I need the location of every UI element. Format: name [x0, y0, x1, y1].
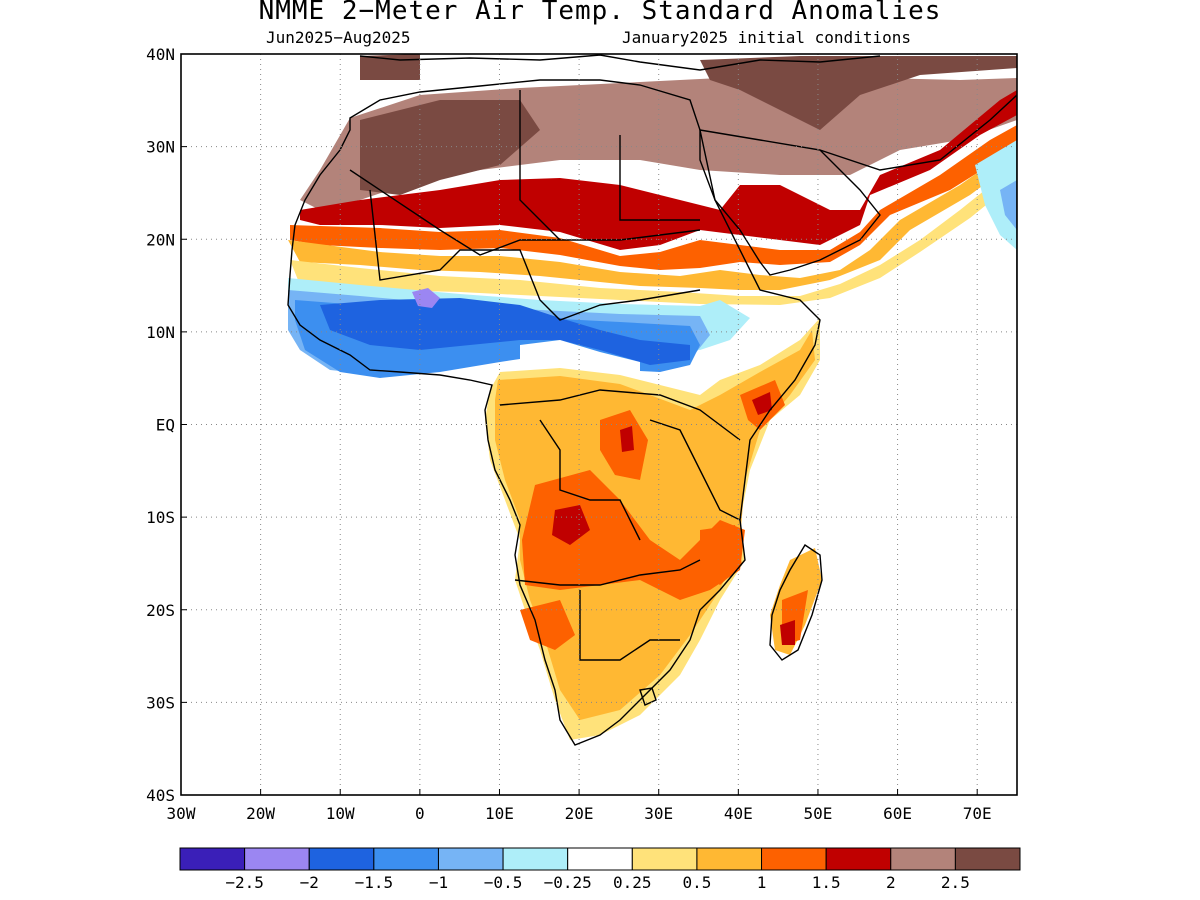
border-central-africa	[499, 389, 741, 441]
lat-tick-label: 10N	[146, 323, 175, 342]
colorbar-label: −0.5	[484, 873, 523, 892]
field-dark-red-madagascar	[780, 620, 795, 645]
field-white-gap	[520, 340, 640, 382]
lon-tick-label: 70E	[963, 804, 992, 823]
lat-tick-label: 20S	[146, 601, 175, 620]
anomaly-field	[288, 54, 1017, 740]
field-dark-red-central-north	[620, 426, 634, 452]
colorbar-label: 2.5	[941, 873, 970, 892]
plot-frame	[180, 53, 1018, 796]
lon-tick-label: 30W	[167, 804, 196, 823]
lon-tick-label: 20E	[565, 804, 594, 823]
border-sahara-2	[519, 90, 700, 241]
field-pale-blue-east	[975, 140, 1017, 250]
colorbar-label: −2	[300, 873, 319, 892]
colorbar-swatch	[954, 847, 1021, 871]
field-dark-red-east	[752, 392, 772, 415]
lat-tick-label: 40S	[146, 786, 175, 805]
field-dark-brown-top	[360, 54, 420, 80]
colorbar-swatch	[502, 847, 569, 871]
forecast-period: Jun2025−Aug2025	[266, 28, 411, 47]
lat-tick-label: 20N	[146, 230, 175, 249]
colorbar-swatch	[567, 847, 633, 871]
colorbar-label: −1.5	[355, 873, 394, 892]
field-dark-red-central	[552, 505, 590, 545]
colorbar-swatch	[631, 847, 698, 871]
colorbar-swatch	[437, 847, 504, 871]
colorbar-label: 2	[886, 873, 896, 892]
madagascar-coastline	[769, 544, 823, 661]
europe-coastline	[359, 54, 881, 71]
coastlines	[287, 54, 1017, 746]
lon-tick-label: 40E	[724, 804, 753, 823]
lat-tick-label: 10S	[146, 508, 175, 527]
colorbar-swatch	[308, 847, 375, 871]
colorbar-label: 0.5	[682, 873, 711, 892]
lon-tick-label: 20W	[246, 804, 275, 823]
field-yellow-south	[495, 330, 815, 720]
field-orange-central	[522, 470, 745, 600]
latitude-labels: 40N 30N 20N 10N EQ 10S 20S 30S 40S	[146, 45, 175, 805]
colorbar-swatch	[825, 847, 892, 871]
field-deep-blue-core	[320, 298, 690, 365]
lon-tick-label: 0	[415, 804, 425, 823]
lat-tick-label: 40N	[146, 45, 175, 64]
colorbar-swatch	[244, 847, 310, 871]
lon-tick-label: 60E	[883, 804, 912, 823]
lat-tick-label: 30N	[146, 138, 175, 157]
border-sahara-1	[349, 169, 701, 256]
lon-tick-label: 50E	[803, 804, 832, 823]
initial-conditions: January2025 initial conditions	[622, 28, 911, 47]
field-orange-band	[290, 125, 1017, 270]
asia-coastline	[819, 94, 1017, 300]
colorbar-label: 1	[757, 873, 767, 892]
colorbar-swatch	[890, 847, 956, 871]
border-lesotho	[639, 687, 657, 706]
border-east-africa	[649, 419, 741, 521]
grid-lines	[180, 53, 1017, 796]
longitude-labels: 30W 20W 10W 0 10E 20E 30E 40E 50E 60E 70E	[167, 804, 992, 823]
colorbar: −2.5 −2 −1.5 −1 −0.5 −0.25 0.25 0.5 1 1.5 2 2.5	[179, 847, 1021, 892]
field-orange-southwest	[520, 600, 575, 650]
colorbar-swatch	[179, 847, 246, 871]
colorbar-swatch	[761, 847, 827, 871]
colorbar-label: −1	[429, 873, 448, 892]
field-dark-brown-north	[360, 100, 540, 195]
field-dark-red-band	[300, 90, 1017, 250]
field-dark-brown-northeast	[700, 56, 1017, 130]
colorbar-label: 0.25	[613, 873, 652, 892]
lat-tick-label: EQ	[156, 416, 175, 435]
colorbar-label: −2.5	[225, 873, 264, 892]
border-southern-africa-2	[579, 590, 680, 661]
colorbar-swatch	[696, 847, 763, 871]
lat-tick-label: 30S	[146, 693, 175, 712]
africa-coastline	[287, 79, 821, 746]
field-purple-spot	[412, 288, 440, 308]
colorbar-label: −0.25	[544, 873, 592, 892]
colorbar-swatch	[373, 847, 439, 871]
border-west-africa	[369, 189, 701, 321]
lon-tick-label: 10E	[485, 804, 514, 823]
field-light-blue-east	[1000, 180, 1017, 230]
lon-tick-label: 10W	[326, 804, 355, 823]
field-orange-coast-east	[700, 525, 742, 585]
lon-tick-label: 30E	[644, 804, 673, 823]
border-congo	[539, 419, 641, 541]
colorbar-label: 1.5	[812, 873, 841, 892]
map-title: NMME 2−Meter Air Temp. Standard Anomalie…	[258, 0, 942, 26]
border-southern-africa-1	[514, 559, 701, 586]
